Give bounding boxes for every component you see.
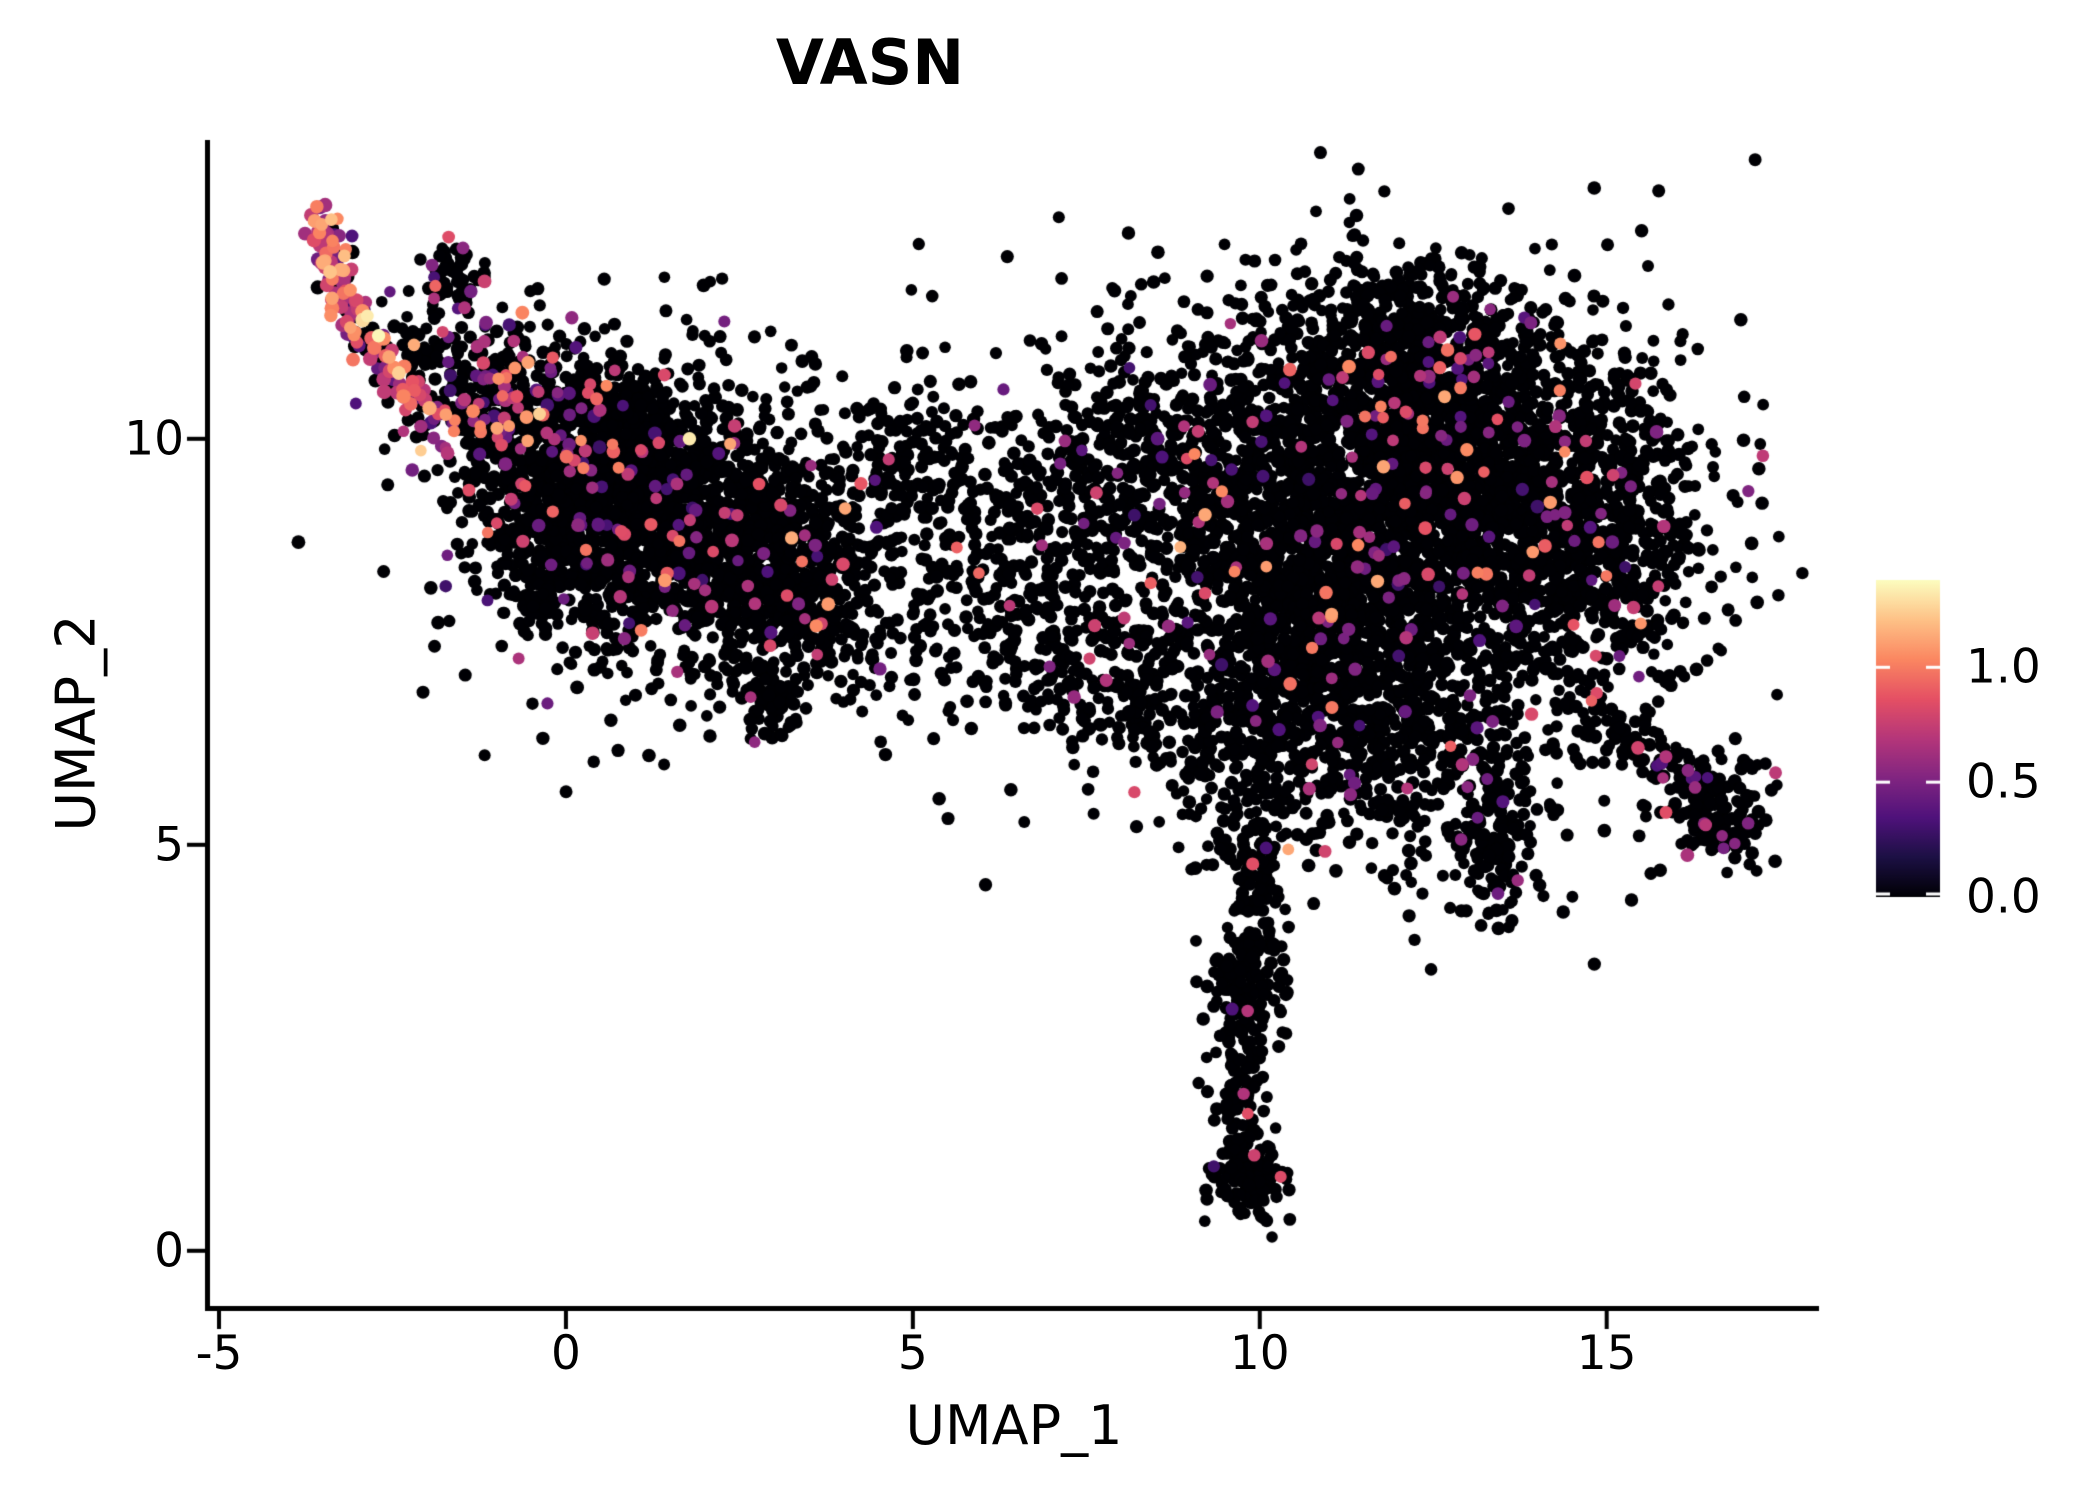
x-tick-label-15: 15 — [1576, 1326, 1637, 1381]
chart-title: VASN — [775, 26, 965, 99]
x-axis-title: UMAP_1 — [905, 1394, 1123, 1457]
colorbar-label-0.0: 0.0 — [1966, 869, 2041, 925]
y-tick-label-0: 0 — [154, 1223, 184, 1279]
x-tick-label-5: 5 — [897, 1326, 928, 1381]
colorbar-label-0.5: 0.5 — [1966, 754, 2041, 810]
colorbar-label-1.0: 1.0 — [1966, 639, 2041, 695]
y-axis-title: UMAP_2 — [44, 614, 108, 832]
y-tick-label-10: 10 — [124, 411, 184, 467]
x-tick-label-10: 10 — [1229, 1326, 1290, 1381]
y-tick-label-5: 5 — [154, 817, 184, 873]
x-tick-label-0: 0 — [550, 1326, 581, 1381]
x-tick-label-neg5: -5 — [195, 1326, 243, 1381]
